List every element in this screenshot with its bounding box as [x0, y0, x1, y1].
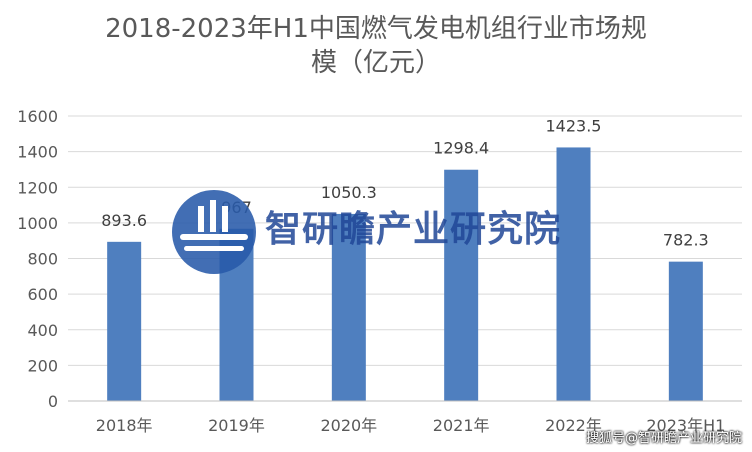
x-tick-label: 2020年	[320, 416, 377, 435]
y-tick-label: 0	[48, 392, 58, 411]
x-tick-label: 2018年	[96, 416, 153, 435]
footer-watermark: 搜狐号@智研瞻产业研究院	[585, 431, 742, 446]
data-label: 893.6	[101, 211, 147, 230]
y-tick-label: 200	[27, 356, 58, 375]
y-tick-label: 400	[27, 321, 58, 340]
bar	[556, 147, 591, 401]
data-label: 1050.3	[321, 183, 377, 202]
y-tick-label: 800	[27, 250, 58, 269]
bar	[331, 213, 366, 401]
data-label: 782.3	[663, 231, 709, 250]
x-tick-label: 2023年H1	[646, 416, 725, 435]
y-tick-label: 1000	[17, 214, 58, 233]
chart-title: 2018-2023年H1中国燃气发电机组行业市场规 模（亿元）	[0, 12, 752, 80]
x-tick-label: 2021年	[433, 416, 490, 435]
bar	[444, 169, 479, 401]
chart-title-line2: 模（亿元）	[310, 48, 441, 78]
bar	[107, 241, 142, 401]
chart-title-line1: 2018-2023年H1中国燃气发电机组行业市场规	[105, 14, 647, 44]
y-tick-label: 1400	[17, 143, 58, 162]
y-tick-label: 600	[27, 285, 58, 304]
bar	[668, 261, 703, 401]
data-label: 1423.5	[546, 116, 602, 135]
y-tick-label: 1600	[17, 107, 58, 126]
x-tick-label: 2019年	[208, 416, 265, 435]
watermark-text: 智研瞻产业研究院	[265, 209, 562, 250]
data-label: 1298.4	[433, 139, 489, 158]
x-tick-label: 2022年	[545, 416, 602, 435]
watermark-logo-icon	[172, 190, 256, 274]
y-tick-label: 1200	[17, 178, 58, 197]
